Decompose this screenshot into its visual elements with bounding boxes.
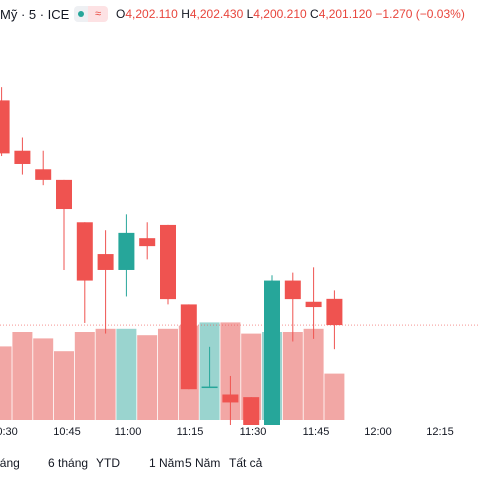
volume-bar xyxy=(116,328,137,420)
volume-bar xyxy=(324,373,345,420)
volume-bar xyxy=(12,332,33,420)
time-tick-label: 11:45 xyxy=(302,426,330,438)
candle-body xyxy=(118,232,135,270)
high-value: 4,202.430 xyxy=(189,7,244,21)
volume-bar xyxy=(303,328,324,420)
volume-bar xyxy=(137,335,158,420)
candle-body xyxy=(35,169,52,180)
candle-body xyxy=(0,100,10,154)
time-tick-label: 12:00 xyxy=(364,426,392,438)
candle-body xyxy=(14,150,31,164)
compare-wave-icon[interactable]: ≈ xyxy=(88,6,108,22)
high-label: H xyxy=(181,7,190,21)
open-label: O xyxy=(116,7,126,21)
range-button[interactable]: 5 Năm xyxy=(185,456,221,470)
time-tick-label: 10:45 xyxy=(53,426,81,438)
chart-header: Mỹ · 5 · ICE ≈ O4,202.110 H4,202.430 L4,… xyxy=(0,0,480,30)
candle-body xyxy=(326,298,343,326)
volume-bar xyxy=(95,328,116,420)
candle-body xyxy=(305,301,322,308)
range-button[interactable]: YTD xyxy=(96,456,120,470)
range-button[interactable]: 3 Tháng xyxy=(0,456,20,470)
open-value: 4,202.110 xyxy=(125,7,178,21)
time-tick-label: 12:15 xyxy=(426,426,454,438)
close-label: C xyxy=(310,7,319,21)
candle-body xyxy=(76,222,93,281)
market-open-dot-icon xyxy=(78,11,84,17)
volume-bar xyxy=(282,332,303,420)
low-label: L xyxy=(246,7,254,21)
symbol-title[interactable]: Mỹ · 5 · ICE xyxy=(0,7,70,22)
volume-bar xyxy=(54,351,74,420)
low-value: 4,200.210 xyxy=(253,7,307,21)
candle-body xyxy=(160,224,176,300)
range-button[interactable]: 6 tháng xyxy=(48,456,89,470)
price-chart[interactable] xyxy=(0,30,480,425)
time-axis: 10:30 10:45 11:00 11:15 11:30 11:45 12:00 12:15 xyxy=(0,426,480,444)
candle-body xyxy=(201,386,218,389)
time-tick-label: 10:30 xyxy=(0,426,18,438)
change-value: −1.270 (−0.03%) xyxy=(375,7,465,21)
candle-body xyxy=(139,238,156,247)
candle-body xyxy=(222,394,239,403)
time-tick-label: 11:30 xyxy=(239,426,267,438)
candle-body xyxy=(180,304,197,390)
range-button[interactable]: Tất cả xyxy=(229,456,263,470)
candle-body xyxy=(97,254,114,270)
candle-body xyxy=(56,179,72,210)
volume-bar xyxy=(33,338,54,420)
candle-body xyxy=(264,280,280,425)
time-tick-label: 11:00 xyxy=(114,426,142,438)
volume-bar xyxy=(74,332,95,420)
volume-bar xyxy=(158,328,178,420)
candle-body xyxy=(243,397,260,425)
candle-body xyxy=(284,280,301,300)
ohlc-legend: O4,202.110 H4,202.430 L4,200.210 C4,201.… xyxy=(116,7,465,21)
close-value: 4,201.120 xyxy=(318,7,373,21)
volume-bar xyxy=(0,346,12,420)
time-tick-label: 11:15 xyxy=(176,426,204,438)
market-status-button[interactable] xyxy=(74,6,88,22)
range-button[interactable]: 1 Năm xyxy=(149,456,185,470)
